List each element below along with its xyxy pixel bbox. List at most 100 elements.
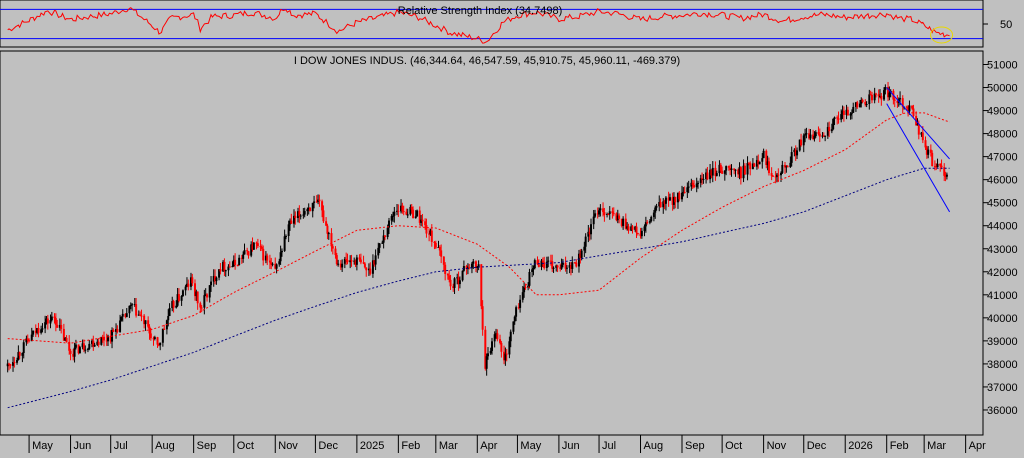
candle-body (590, 224, 593, 235)
candle-body (620, 218, 623, 226)
candle-body (683, 191, 686, 193)
candle-body (21, 352, 24, 356)
candle-body (303, 211, 306, 215)
candle-body (346, 260, 349, 263)
candle-body (232, 259, 235, 267)
candle-body (461, 270, 464, 281)
candle-body (307, 207, 310, 210)
candle-body (499, 339, 502, 343)
candle-body (77, 344, 80, 354)
candle-body (378, 243, 381, 248)
candle-body (624, 218, 627, 229)
candle-body (715, 173, 718, 176)
candle-body (564, 262, 567, 269)
candle-body (777, 174, 780, 176)
candle-body (41, 328, 44, 330)
candle-body (428, 233, 431, 235)
candle-body (481, 306, 484, 330)
candle-body (171, 301, 174, 309)
candle-body (121, 313, 124, 317)
candle-body (616, 215, 619, 221)
candle-body (238, 257, 241, 266)
candle-body (191, 277, 194, 284)
candle-body (723, 170, 726, 174)
candle-body (369, 268, 372, 274)
candle-body (65, 337, 68, 342)
candle-body (246, 250, 249, 252)
candle-body (485, 356, 488, 369)
candle-body (509, 331, 512, 342)
candle-body (287, 224, 290, 236)
candle-body (250, 244, 253, 256)
candle-body (870, 94, 873, 101)
rsi-line (7, 7, 950, 44)
candle-body (751, 163, 754, 170)
candle-body (636, 232, 639, 234)
candle-body (457, 277, 460, 285)
candle-body (513, 316, 516, 322)
candle-body (177, 294, 180, 301)
candle-body (425, 225, 428, 234)
candle-body (231, 266, 234, 268)
candle-body (879, 95, 882, 97)
candle-body (298, 211, 301, 217)
candle-body (710, 169, 713, 176)
candle-body (705, 172, 708, 180)
candle-body (793, 149, 796, 153)
candle-body (144, 320, 147, 325)
candle-body (541, 260, 544, 263)
candle-body (706, 172, 709, 180)
candle-body (195, 291, 198, 297)
candle-body (730, 168, 733, 171)
candle-body (821, 135, 824, 137)
candle-body (504, 353, 507, 361)
price-y-tick-label: 39000 (987, 336, 1018, 348)
candle-body (536, 260, 539, 265)
candle-body (274, 263, 277, 269)
candle-body (9, 364, 12, 366)
candle-body (264, 255, 267, 261)
candle-body (869, 94, 872, 96)
candle-body (500, 342, 503, 352)
candle-body (163, 328, 166, 330)
candle-body (477, 264, 480, 267)
candle-body (850, 112, 853, 114)
candle-body (90, 340, 93, 344)
candle-body (318, 199, 321, 202)
candle-body (781, 164, 784, 173)
candle-body (185, 283, 188, 287)
candle-body (222, 261, 225, 272)
rsi-highlight-ellipse (930, 26, 954, 44)
candle-body (868, 94, 871, 104)
candle-body (804, 134, 807, 136)
candle-body (215, 277, 218, 282)
candle-body (405, 211, 408, 215)
candle-body (96, 341, 99, 345)
candle-body (920, 132, 923, 135)
price-y-tick-label: 44000 (987, 221, 1018, 233)
candle-body (149, 333, 152, 339)
candle-body (279, 252, 282, 262)
candle-body (607, 213, 610, 215)
x-tick-label: Oct (237, 440, 254, 452)
candle-body (208, 285, 211, 298)
candle-body (13, 362, 16, 364)
price-y-tick-label: 42000 (987, 267, 1018, 279)
candle-body (840, 114, 843, 120)
candle-body (646, 222, 649, 224)
candle-body (678, 192, 681, 200)
x-tick-label: Apr (480, 440, 497, 452)
candle-body (334, 248, 337, 256)
price-y-axis: 36000 37000 38000 39000 40000 41000 42000 43000… (983, 60, 1018, 417)
candle-body (161, 328, 164, 343)
candle-body (54, 318, 57, 325)
price-y-tick-label: 43000 (987, 244, 1018, 256)
candle-body (53, 316, 56, 319)
candle-body (97, 341, 100, 345)
candle-body (22, 342, 25, 353)
candle-body (551, 261, 554, 269)
price-y-tick-label: 50000 (987, 83, 1018, 95)
candle-body (363, 263, 366, 268)
candle-body (727, 166, 730, 168)
trend-channel (886, 87, 951, 213)
